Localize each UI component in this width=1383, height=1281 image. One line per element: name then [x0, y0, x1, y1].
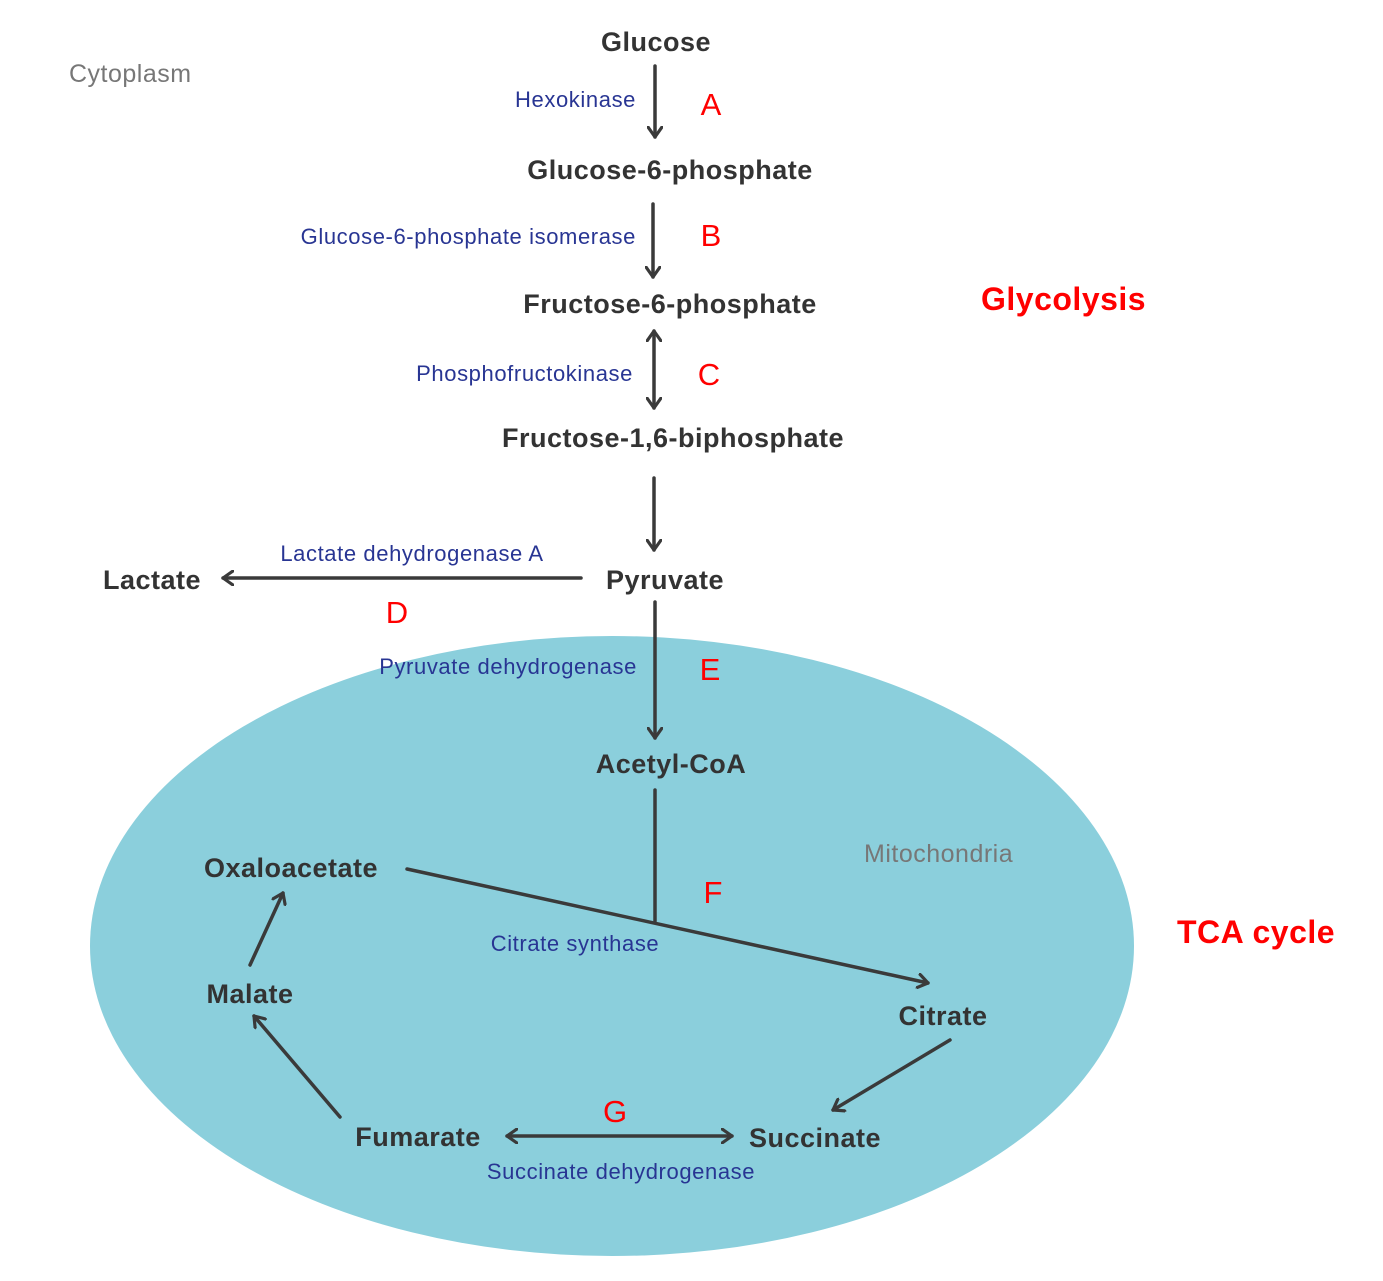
step-a-label: A [701, 87, 722, 122]
arrow-citrate-to-succinate [831, 1038, 952, 1110]
glucose-label: Glucose [601, 27, 711, 57]
tca-cycle-label: TCA cycle [1177, 914, 1335, 950]
phosphofructokinase-label: Phosphofructokinase [416, 361, 633, 386]
step-e-label: E [700, 652, 721, 687]
glucose-6-phosphate-label: Glucose-6-phosphate [527, 155, 813, 185]
pyruvate-dehydrogenase-label: Pyruvate dehydrogenase [379, 654, 637, 679]
step-c-label: C [698, 357, 720, 392]
malate-label: Malate [206, 979, 293, 1009]
acetyl-coa-label: Acetyl-CoA [596, 749, 747, 779]
step-f-label: F [704, 875, 723, 910]
step-b-label: B [701, 218, 722, 253]
step-g-label: G [603, 1094, 627, 1129]
lactate-dehydrogenase-a-label: Lactate dehydrogenase A [280, 541, 543, 566]
fructose-6-phosphate-label: Fructose-6-phosphate [523, 289, 817, 319]
mitochondria-compartment [90, 636, 1134, 1256]
mitochondria-label: Mitochondria [864, 840, 1013, 868]
arrow-malate-to-oxaloacetate [248, 891, 283, 967]
succinate-label: Succinate [749, 1123, 881, 1153]
fumarate-label: Fumarate [355, 1122, 481, 1152]
glycolysis-label: Glycolysis [981, 281, 1146, 317]
fructose-1-6-biphosphate-label: Fructose-1,6-biphosphate [502, 423, 844, 453]
cytoplasm-label: Cytoplasm [69, 60, 192, 88]
succinate-dehydrogenase-label: Succinate dehydrogenase [487, 1159, 755, 1184]
g6p-isomerase-label: Glucose-6-phosphate isomerase [301, 224, 636, 249]
lactate-label: Lactate [103, 565, 201, 595]
arrow-oxaloacetate-to-citrate [405, 867, 930, 983]
hexokinase-label: Hexokinase [515, 87, 636, 112]
arrow-fumarate-to-malate [252, 1014, 342, 1119]
citrate-synthase-label: Citrate synthase [491, 931, 660, 956]
oxaloacetate-label: Oxaloacetate [204, 853, 378, 883]
step-d-label: D [386, 595, 408, 630]
pyruvate-label: Pyruvate [606, 565, 724, 595]
citrate-label: Citrate [898, 1001, 987, 1031]
